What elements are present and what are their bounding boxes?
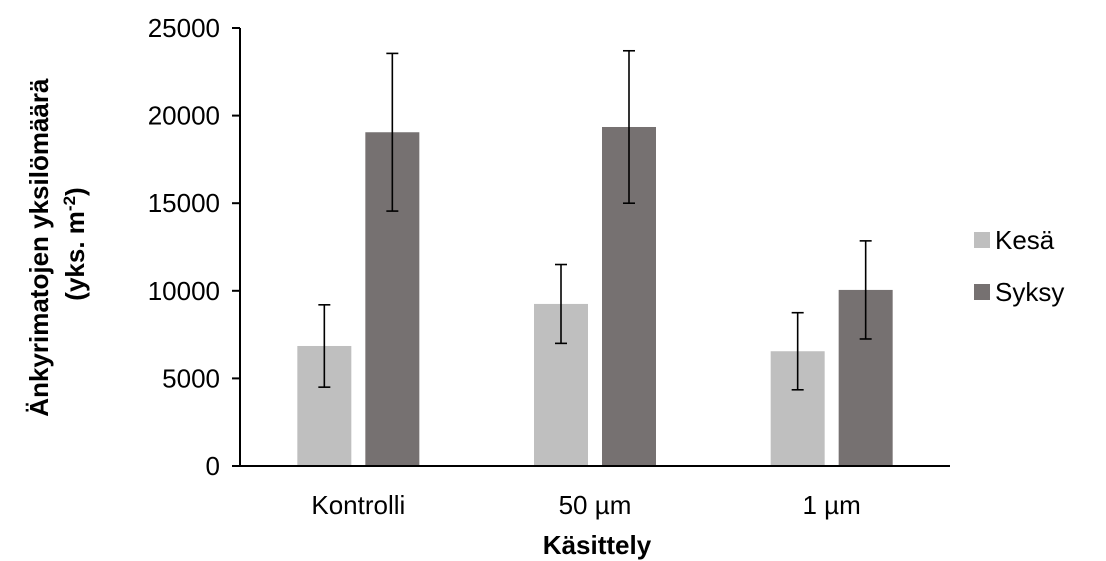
y-tick-label: 20000 bbox=[148, 101, 220, 131]
y-tick-label: 5000 bbox=[162, 363, 220, 393]
y-axis-title-suffix: ) bbox=[60, 187, 90, 196]
x-tick-label: Kontrolli bbox=[311, 490, 405, 520]
y-axis-title-line1: Änkyrimatojen yksilömäärä bbox=[24, 78, 54, 417]
y-axis-title: Änkyrimatojen yksilömäärä (yks. m-2) bbox=[24, 71, 90, 416]
y-axis-title-line2: (yks. m-2) bbox=[60, 187, 91, 300]
y-axis-title-superscript: -2 bbox=[60, 196, 79, 211]
legend-swatch-kesä bbox=[974, 232, 990, 248]
y-tick-label: 0 bbox=[206, 451, 220, 481]
y-axis-ticks: 0 5000 10000 15000 20000 25000 bbox=[148, 13, 240, 481]
bars bbox=[297, 126, 893, 466]
x-tick-label: 50 µm bbox=[559, 490, 632, 520]
y-tick-label: 25000 bbox=[148, 13, 220, 43]
y-tick-label: 15000 bbox=[148, 188, 220, 218]
x-axis-title: Käsittely bbox=[543, 530, 652, 560]
x-axis-ticks: Kontrolli 50 µm 1 µm bbox=[311, 490, 860, 520]
error-bars bbox=[318, 49, 872, 391]
legend: Kesä Syksy bbox=[974, 225, 1064, 307]
x-tick-label: 1 µm bbox=[803, 490, 861, 520]
y-tick-label: 10000 bbox=[148, 276, 220, 306]
y-axis-title-prefix: (yks. m bbox=[60, 211, 90, 301]
legend-label-kesä: Kesä bbox=[995, 225, 1055, 255]
legend-swatch-syksy bbox=[974, 284, 990, 300]
legend-label-syksy: Syksy bbox=[995, 277, 1064, 307]
